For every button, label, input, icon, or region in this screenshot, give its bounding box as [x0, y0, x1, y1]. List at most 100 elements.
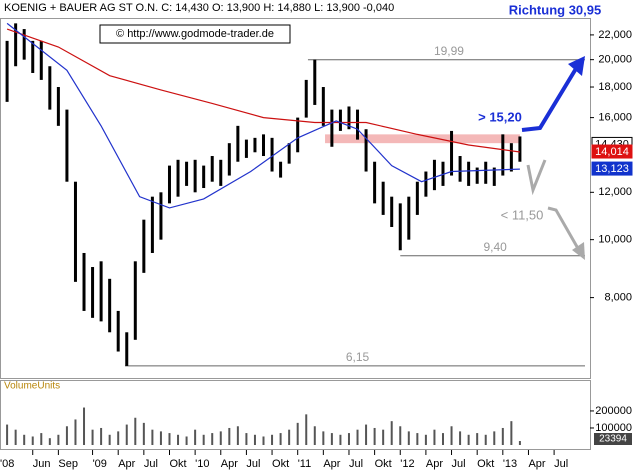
volume-bar	[416, 433, 419, 445]
volume-bar	[467, 434, 470, 445]
y-tick-label: 10,000	[598, 234, 632, 246]
plot-frame	[0, 18, 591, 379]
price-bar	[373, 161, 377, 204]
volume-frame	[0, 380, 591, 450]
price-bar	[193, 159, 197, 193]
x-tick-label: Okt	[272, 458, 289, 470]
price-bar	[262, 134, 266, 157]
x-tick-label: Jul	[554, 458, 568, 470]
y-tick-label: 8,000	[604, 292, 632, 304]
volume-bar	[253, 434, 256, 445]
price-bar	[142, 219, 146, 273]
volume-bar	[510, 421, 513, 445]
volume-bar	[23, 434, 26, 445]
x-tick-label: Apr	[528, 458, 545, 470]
volume-bar	[330, 433, 333, 445]
volume-tick-label: 200000	[595, 405, 632, 417]
x-tick-label: Okt	[477, 458, 494, 470]
volume-bar	[202, 434, 205, 445]
price-bar	[133, 261, 137, 340]
price-bar	[501, 134, 505, 176]
price-bar	[150, 196, 154, 253]
price-bar	[279, 161, 283, 178]
x-tick-label: Jul	[349, 458, 363, 470]
price-bar	[475, 167, 479, 184]
price-bar	[509, 143, 513, 172]
price-bar	[176, 159, 180, 197]
chart-title: KOENIG + BAUER AG ST O.N. C: 14,430 O: 1…	[4, 2, 394, 14]
price-bar	[347, 106, 351, 130]
volume-bar	[459, 431, 462, 445]
price-bar	[484, 161, 488, 184]
volume-bar	[484, 434, 487, 445]
volume-bar	[382, 429, 385, 445]
breakdown-arrow	[547, 206, 582, 253]
volume-bar	[134, 417, 137, 445]
price-bar	[159, 192, 163, 240]
price-bar	[56, 87, 60, 126]
price-bar	[390, 196, 394, 227]
price-bar	[338, 109, 342, 131]
volume-bar	[399, 426, 402, 445]
volume-bar	[347, 433, 350, 445]
volume-bar	[14, 429, 17, 445]
x-tick-label: Jul	[246, 458, 260, 470]
y-tick-label: 16,000	[598, 112, 632, 124]
target-arrowhead	[568, 56, 585, 76]
price-bar	[492, 167, 496, 186]
volume-bar	[390, 421, 393, 445]
volume-bar	[65, 426, 68, 445]
volume-bar	[48, 438, 51, 445]
volume-tick-label: 100000	[595, 422, 632, 434]
price-bar	[330, 109, 334, 147]
price-bar	[65, 109, 69, 182]
x-tick-label: '12	[400, 458, 414, 470]
volume-bar	[91, 429, 94, 445]
source-box	[99, 24, 291, 44]
volume-bar	[57, 434, 60, 445]
x-tick-label: '13	[503, 458, 517, 470]
price-bar	[185, 161, 189, 186]
price-bar	[14, 23, 18, 67]
last-value-box	[591, 161, 633, 176]
price-bar	[48, 66, 52, 110]
price-bar	[458, 156, 462, 182]
price-bar	[236, 125, 240, 162]
price-bar	[415, 181, 419, 215]
price-bar	[270, 137, 274, 172]
volume-bar	[305, 414, 308, 445]
y-tick-label: 12,000	[598, 186, 632, 198]
moving-average	[6, 22, 520, 209]
price-bar	[432, 159, 436, 191]
price-bar	[407, 196, 411, 240]
volume-bar	[518, 441, 521, 445]
volume-bar	[365, 424, 368, 445]
volume-bar	[185, 436, 188, 445]
price-bar	[116, 310, 120, 352]
volume-bar	[100, 427, 103, 445]
level-label: 6,15	[346, 350, 370, 364]
y-tick-label: 20,000	[598, 54, 632, 66]
price-bar	[296, 117, 300, 153]
price-bar	[450, 130, 454, 176]
volume-bar	[40, 433, 43, 445]
volume-bar	[493, 431, 496, 445]
volume-bar	[373, 427, 376, 445]
price-bar	[5, 40, 9, 102]
volume-bar	[74, 419, 77, 445]
price-bar	[227, 143, 231, 176]
x-tick-label: Jun	[33, 458, 51, 470]
price-bar	[202, 165, 206, 189]
price-bar	[125, 332, 129, 366]
price-bar	[39, 40, 43, 80]
volume-bar	[83, 407, 86, 445]
volume-bar	[236, 426, 239, 445]
price-bar	[304, 79, 308, 118]
volume-bar	[407, 431, 410, 445]
volume-last-label: 23394	[599, 434, 627, 445]
price-bar	[253, 137, 257, 153]
volume-bar	[296, 422, 299, 445]
volume-bar	[271, 434, 274, 445]
